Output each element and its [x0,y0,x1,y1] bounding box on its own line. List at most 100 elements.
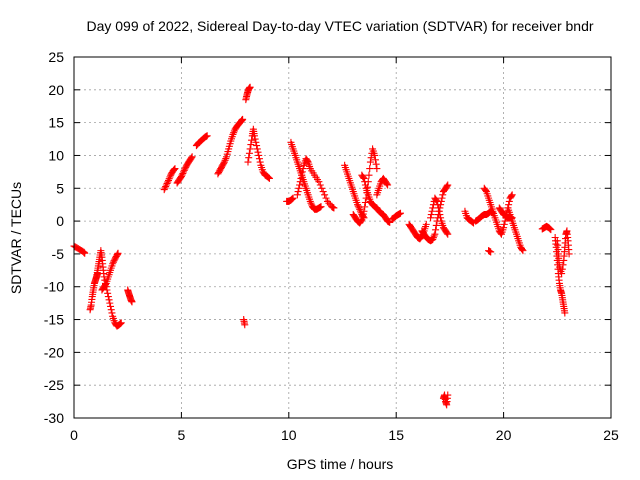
x-tick-label: 20 [496,427,512,443]
data-point [361,181,369,189]
data-point [102,281,110,289]
y-tick-label: 5 [56,180,64,196]
data-point [372,160,380,168]
data-point [307,199,315,207]
series-seg08 [192,132,211,150]
data-point [500,224,508,232]
data-point [319,188,327,196]
data-point [365,171,373,179]
y-tick-label: -5 [52,246,65,262]
data-point [170,166,178,174]
data-point [289,194,297,202]
y-tick-label: -30 [44,410,64,426]
data-point [366,165,374,173]
data-point [117,319,125,327]
data-point [565,250,573,258]
data-point [318,184,326,192]
series-seg07 [173,153,196,187]
data-point [230,129,238,137]
data-point [295,184,303,192]
series-seg01 [70,242,89,257]
data-point [546,225,554,233]
data-point [545,224,553,232]
series-seg14 [287,138,325,213]
data-point [251,135,259,143]
data-point [177,172,185,180]
data-point [428,207,436,215]
y-tick-label: 20 [48,82,64,98]
data-point [246,145,254,153]
series-seg21 [405,220,430,243]
data-point [444,181,452,189]
data-point [229,130,237,138]
x-tick-label: 0 [70,427,78,443]
data-point [432,226,440,234]
data-point [165,176,173,184]
data-point [254,148,262,156]
data-point [373,165,381,173]
data-point [383,180,391,188]
data-point [221,156,229,164]
data-point [250,132,258,140]
data-point [299,165,307,173]
data-point [180,168,188,176]
series-seg23 [427,194,452,238]
data-point [430,232,438,240]
x-tick-label: 25 [603,427,619,443]
y-tick-label: -15 [44,312,64,328]
y-axis-label: SDTVAR / TECUs [8,182,24,294]
data-point [359,173,367,181]
data-point [108,309,116,317]
series-seg17 [349,145,381,227]
data-point [114,249,122,257]
data-point [293,191,301,199]
data-point [264,173,272,181]
data-point [220,159,228,167]
data-point [431,230,439,238]
data-point [246,83,254,91]
data-point [559,261,567,269]
chart-title: Day 099 of 2022, Sidereal Day-to-day VTE… [86,18,593,34]
data-point [439,191,447,199]
series-seg24 [439,391,452,409]
series-seg27 [485,247,495,256]
y-tick-label: 10 [48,147,64,163]
series-seg20 [388,209,404,223]
series-seg19 [373,174,392,199]
data-point [317,203,325,211]
x-tick-label: 15 [388,427,404,443]
data-point [160,186,168,194]
data-point [255,155,263,163]
data-point [294,188,302,196]
data-point [487,248,495,256]
data-point [443,229,451,237]
data-point [427,214,435,222]
data-point [357,217,365,225]
data-point [505,197,513,205]
data-point [436,211,444,219]
data-point [323,197,331,205]
data-point [432,196,440,204]
data-point [321,191,329,199]
x-axis-label: GPS time / hours [287,456,394,472]
data-point [325,199,333,207]
data-point [161,184,169,192]
data-point [354,201,362,209]
series-seg31 [538,222,555,234]
series-seg15 [293,155,338,212]
data-point [561,309,569,317]
data-point [165,175,173,183]
data-point [170,165,178,173]
data-point [164,178,172,186]
data-point [306,197,314,205]
series-seg13 [283,194,297,205]
series-seg30 [504,204,527,255]
y-tick-label: -25 [44,377,64,393]
series-seg33 [553,227,573,278]
data-point [356,205,364,213]
data-point [361,178,369,186]
series-seg32 [551,234,569,317]
axes: 0 5 10 15 20 25 -30 -25 -20 -15 -10 -5 0 5 10 15 20 25 [44,49,619,443]
data-point [128,298,136,306]
series-seg05 [124,286,136,306]
